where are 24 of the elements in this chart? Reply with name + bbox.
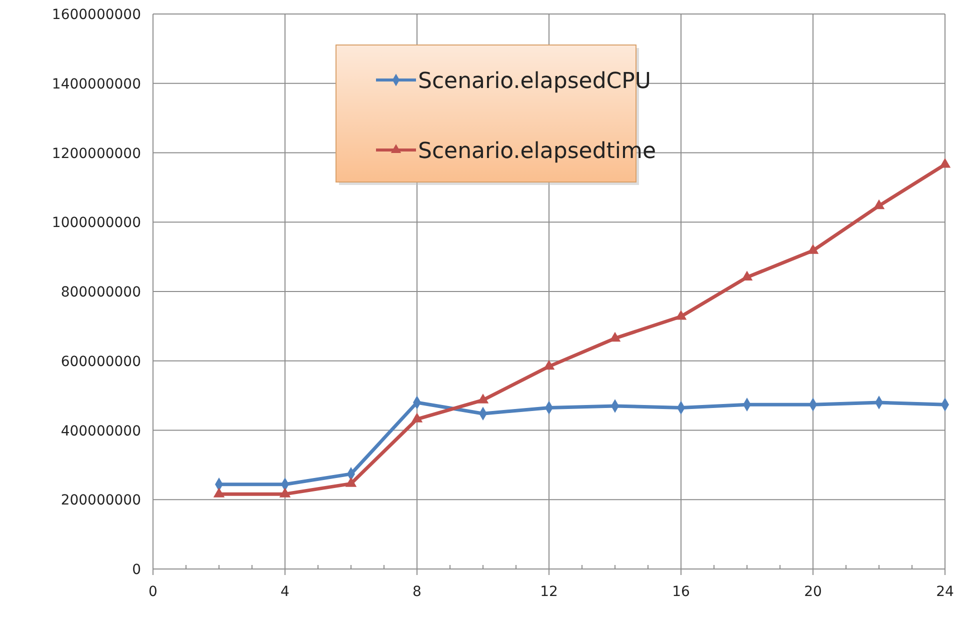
- x-tick-label: 16: [672, 584, 690, 600]
- y-tick-label: 1000000000: [52, 215, 141, 232]
- point: [411, 412, 423, 422]
- x-tick-label: 12: [540, 584, 558, 600]
- x-tick-label: 0: [148, 584, 158, 600]
- y-tick-label: 0: [132, 562, 141, 578]
- y-tick-label: 600000000: [60, 354, 141, 370]
- y-tick-label: 200000000: [60, 492, 141, 509]
- y-tick-label: 1600000000: [52, 7, 141, 23]
- x-tick-label: 8: [412, 584, 422, 600]
- y-tick-label: 800000000: [60, 284, 141, 300]
- x-tick-label: 4: [280, 584, 290, 600]
- point: [741, 270, 753, 281]
- y-tick-label: 1400000000: [52, 76, 141, 92]
- x-tick-label: 20: [804, 584, 822, 600]
- point: [873, 199, 885, 210]
- x-tick-label: 24: [936, 584, 954, 600]
- y-tick-label: 1200000000: [52, 146, 141, 162]
- legend-label: Scenario.elapsedtime: [418, 139, 656, 164]
- point: [477, 394, 489, 404]
- point: [675, 310, 687, 320]
- legend-label: Scenario.elapsedCPU: [418, 69, 652, 94]
- y-tick-label: 400000000: [60, 423, 141, 440]
- point: [939, 158, 951, 168]
